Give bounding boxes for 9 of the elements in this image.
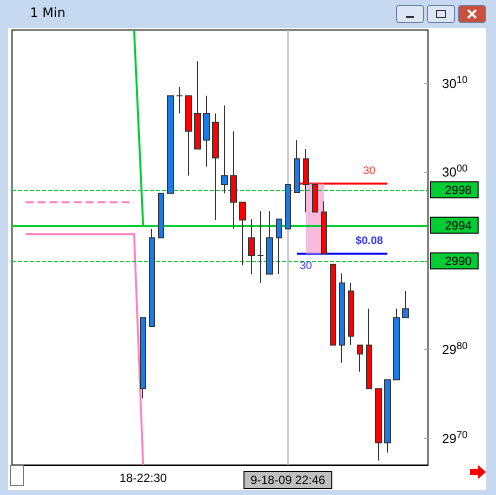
x-tick-label: 9-18-09 22:46 (250, 473, 326, 487)
ref-line-label: 2998 (445, 182, 472, 197)
chart-title: 1 Min (30, 6, 66, 21)
annotation: 30 (300, 260, 312, 272)
annotation: $0.08 (355, 235, 383, 248)
ref-line-label: 2990 (445, 254, 472, 268)
annotation: 30 (363, 165, 376, 178)
x-tick-label: 18-22:30 (119, 471, 168, 485)
ref-line-label: 2994 (445, 218, 472, 232)
